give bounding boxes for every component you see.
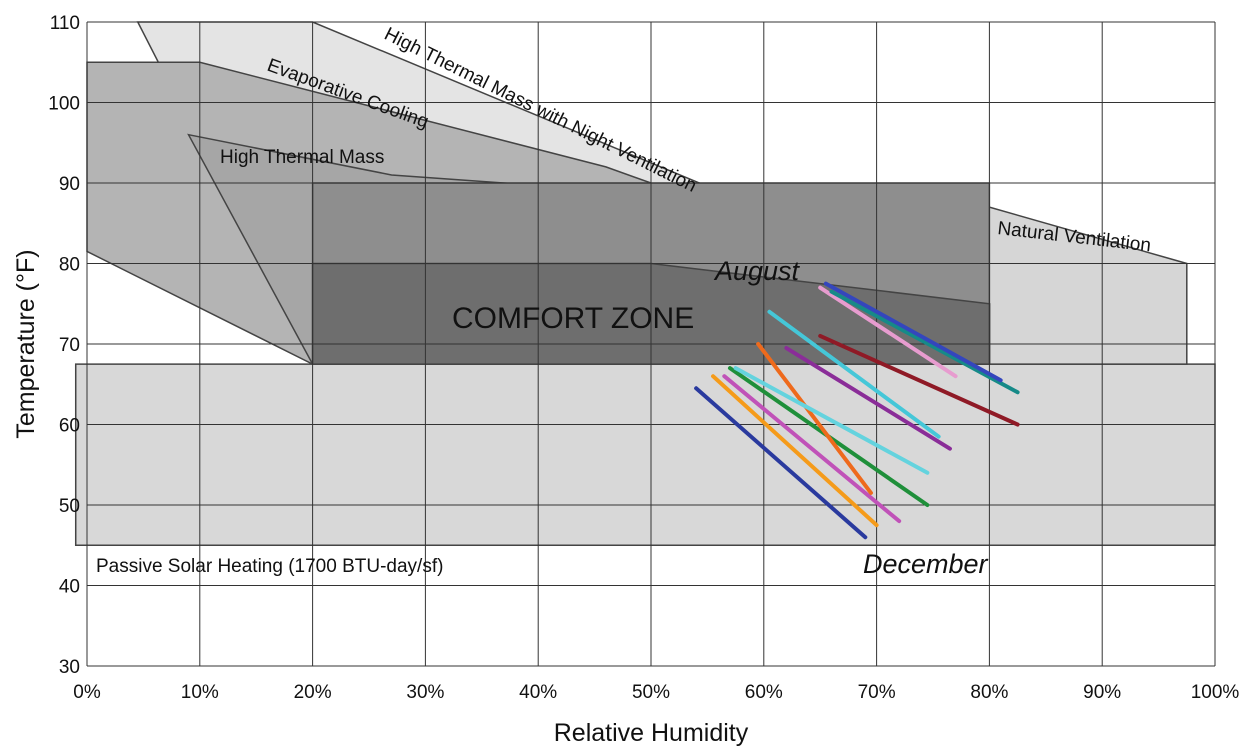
x-tick-label: 0% [73, 682, 101, 703]
series-line-8 [818, 333, 1020, 427]
y-tick-label: 30 [59, 657, 80, 678]
y-tick-label: 110 [50, 13, 80, 34]
annotation-august: August [713, 256, 801, 286]
y-axis-label: Temperature (°F) [12, 249, 40, 438]
series-line-0 [694, 386, 868, 540]
series-line-1 [711, 374, 879, 528]
label-passive-solar-heating: Passive Solar Heating (1700 BTU-day/sf) [96, 556, 443, 577]
x-tick-label: 20% [294, 682, 332, 703]
x-tick-label: 80% [970, 682, 1008, 703]
grid-layer [86, 21, 1216, 667]
x-tick-label: 50% [632, 682, 670, 703]
series-line-10 [829, 289, 1020, 395]
y-tick-label: 90 [59, 174, 80, 195]
x-tick-label: 40% [519, 682, 557, 703]
label-high-thermal-mass: High Thermal Mass [220, 147, 384, 168]
series-line-4 [756, 342, 873, 495]
series-line-11 [823, 281, 1003, 383]
series-layer [694, 281, 1020, 540]
y-tick-label: 80 [59, 255, 80, 276]
ticks-layer: 0% 10% 20% 30% 40% 50% 60% 70% 80% 90% 100% 30 40 50 6… [48, 13, 1239, 703]
y-tick-label: 60 [59, 416, 80, 437]
label-comfort-zone: COMFORT ZONE [452, 302, 694, 335]
x-tick-label: 100% [1191, 682, 1240, 703]
x-tick-label: 30% [406, 682, 444, 703]
x-tick-label: 60% [745, 682, 783, 703]
x-tick-label: 10% [181, 682, 219, 703]
y-tick-label: 50 [59, 496, 80, 517]
series-line-5 [733, 366, 930, 475]
y-tick-label: 40 [59, 577, 80, 598]
y-tick-label: 70 [59, 335, 80, 356]
zones-layer [74, 21, 1216, 546]
series-line-7 [784, 346, 952, 451]
x-tick-label: 90% [1083, 682, 1121, 703]
x-axis-label: Relative Humidity [554, 719, 749, 747]
y-tick-label: 100 [48, 94, 80, 115]
annotation-december: December [863, 549, 989, 579]
series-line-6 [767, 309, 941, 439]
x-tick-label: 70% [858, 682, 896, 703]
series-line-9 [818, 285, 958, 379]
series-line-2 [722, 374, 902, 524]
zone-0 [74, 363, 1216, 546]
